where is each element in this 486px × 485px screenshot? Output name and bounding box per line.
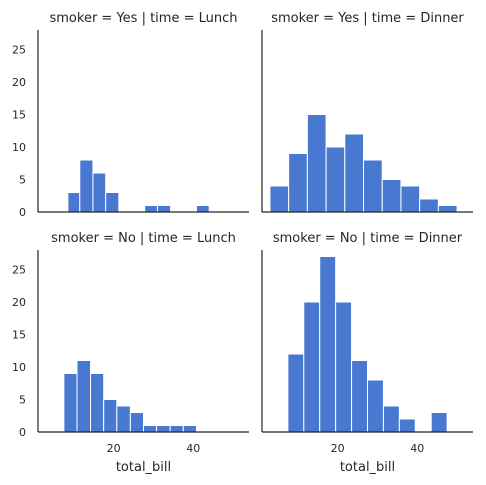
histogram-bar (363, 159, 383, 213)
y-tick-label: 15 (12, 329, 26, 342)
y-tick-label: 25 (12, 44, 26, 57)
histogram-bar (156, 425, 171, 433)
histogram-bar (382, 405, 400, 433)
histogram-bar (430, 412, 448, 433)
histogram-bar (437, 205, 458, 213)
histogram-bar (143, 425, 158, 433)
histogram-bar (79, 159, 94, 213)
panel-title: smoker = No | time = Dinner (273, 231, 463, 246)
histogram-bar (306, 114, 327, 213)
histogram-bar (169, 425, 184, 433)
histogram-bar (319, 256, 337, 433)
y-tick-label: 10 (12, 141, 26, 154)
histogram-bar (325, 146, 346, 213)
histogram-bar (344, 133, 365, 213)
histogram-bar (400, 185, 421, 213)
histogram-bar (103, 399, 118, 433)
y-tick-label: 25 (12, 264, 26, 277)
histogram-bar (105, 192, 120, 213)
histogram-bar (90, 373, 105, 433)
histogram-bar (381, 179, 402, 213)
y-tick-label: 20 (12, 76, 26, 89)
y-tick-label: 10 (12, 361, 26, 374)
y-tick-label: 0 (19, 206, 26, 219)
y-tick-label: 5 (19, 394, 26, 407)
x-axis-label-left: total_bill (116, 460, 171, 475)
x-axis-label-right: total_bill (340, 460, 395, 475)
histogram-bar (288, 153, 308, 213)
x-tick-label: 40 (186, 442, 200, 455)
y-tick-label: 15 (12, 109, 26, 122)
histogram-bar (144, 205, 158, 213)
y-tick-label: 20 (12, 296, 26, 309)
x-tick-label: 40 (410, 442, 424, 455)
histogram-bar (156, 205, 172, 213)
histogram-bar (129, 412, 144, 433)
histogram-bar (76, 360, 92, 433)
histogram-bar (335, 301, 353, 433)
histogram-bar (367, 379, 384, 433)
histogram-bar (92, 172, 107, 213)
panel-title: smoker = Yes | time = Lunch (50, 11, 238, 26)
x-tick-label: 20 (107, 442, 121, 455)
histogram-bar (287, 353, 305, 433)
y-tick-label: 5 (19, 174, 26, 187)
y-tick-label: 0 (19, 426, 26, 439)
histogram-bar (63, 373, 78, 433)
histogram-bar (116, 405, 131, 433)
panel-smoker-yes-dinner: smoker = Yes | time = Dinner (261, 11, 473, 213)
panel-smoker-no-lunch: smoker = No | time = Lunch 0 5 10 15 20 25 20 4… (12, 231, 249, 455)
histogram-bar (269, 185, 290, 213)
panel-smoker-no-dinner: smoker = No | time = Dinner 20 40 (261, 231, 473, 455)
x-tick-label: 20 (331, 442, 345, 455)
panel-smoker-yes-lunch: smoker = Yes | time = Lunch 0 5 10 15 20 25 (12, 11, 249, 219)
histogram-bar (351, 360, 368, 433)
histogram-bar (398, 418, 416, 433)
histogram-bar (303, 301, 321, 433)
histogram-bar (67, 192, 81, 213)
panel-title: smoker = No | time = Lunch (51, 231, 236, 246)
histogram-bar (419, 198, 439, 213)
panel-title: smoker = Yes | time = Dinner (271, 11, 464, 26)
histogram-bar (195, 205, 210, 213)
histogram-bar (182, 425, 197, 433)
